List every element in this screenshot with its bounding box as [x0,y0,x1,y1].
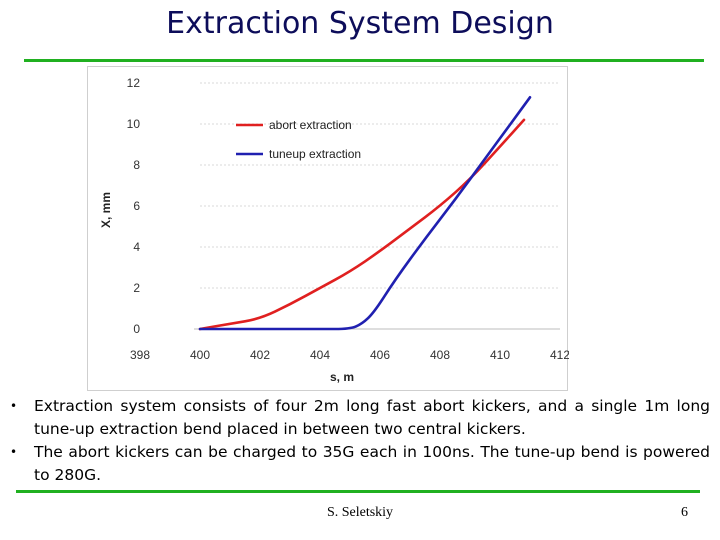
x-tick-label: 410 [490,348,510,362]
y-tick-label: 10 [127,117,141,131]
bullet-dot-icon: • [10,399,18,413]
legend-label: abort extraction [269,118,352,132]
bullet-text: The abort kickers can be charged to 35G … [34,443,710,484]
grid-layer [200,82,560,289]
y-tick-label: 4 [133,240,140,254]
x-axis-title: s, m [330,370,354,384]
x-tick-label: 398 [130,348,150,362]
x-tick-label: 402 [250,348,270,362]
bullet-text: Extraction system consists of four 2m lo… [34,397,710,438]
chart-legend: abort extraction tuneup extraction [236,118,361,161]
y-tick-label: 12 [127,76,141,90]
y-tick-label: 8 [133,158,140,172]
y-tick-label: 0 [133,322,140,336]
bullet-list: • Extraction system consists of four 2m … [10,395,710,487]
x-tick-label: 406 [370,348,390,362]
x-tick-label: 412 [550,348,569,362]
chart-frame: 0 2 4 6 8 10 12 398 400 402 404 406 408 410 412 abort … [87,66,569,391]
footer-author: S. Seletskiy [326,505,394,520]
axis-layer: 0 2 4 6 8 10 12 398 400 402 404 406 408 410 412 [127,76,569,362]
series-line-abort-extraction [198,118,526,331]
legend-label: tuneup extraction [269,147,361,161]
y-tick-label: 6 [133,199,140,213]
y-axis-title: X, mm [99,192,113,228]
bullet-item: • The abort kickers can be charged to 35… [10,441,710,487]
y-tick-label: 2 [133,281,140,295]
extraction-chart: 0 2 4 6 8 10 12 398 400 402 404 406 408 410 412 abort … [99,76,569,384]
x-tick-label: 408 [430,348,450,362]
page-number: 6 [681,505,688,520]
footer-divider [16,490,700,493]
slide-title: Extraction System Design [166,6,554,41]
bullet-dot-icon: • [10,445,18,459]
series-line-tuneup-extraction [198,96,532,331]
x-tick-label: 404 [310,348,330,362]
x-tick-label: 400 [190,348,210,362]
series-layer [198,96,532,331]
bullet-item: • Extraction system consists of four 2m … [10,395,710,441]
title-divider [24,59,704,62]
